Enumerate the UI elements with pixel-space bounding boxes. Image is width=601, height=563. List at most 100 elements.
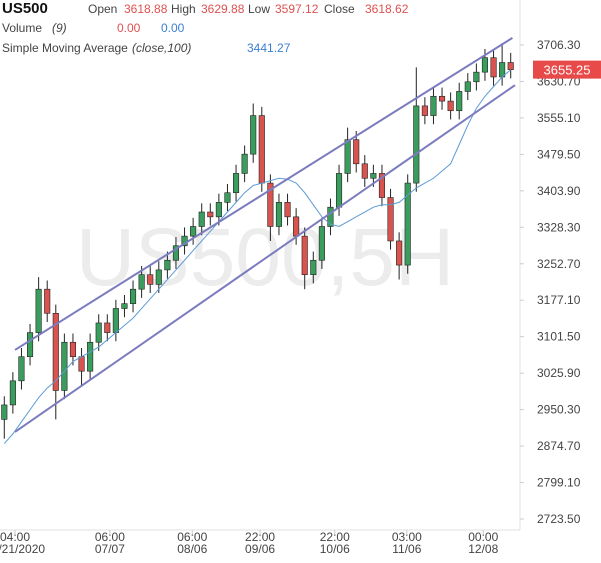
plot	[1, 37, 516, 444]
x-tick-label: 06:00	[95, 530, 125, 544]
param: (close,100)	[132, 41, 191, 55]
label: High	[171, 2, 196, 16]
label: Volume	[2, 21, 42, 35]
candle-body	[241, 153, 248, 174]
candle-body	[69, 341, 77, 358]
x-tick-date: 05/21/2020	[0, 542, 45, 556]
candle-body	[1, 404, 8, 420]
candle-body	[361, 163, 368, 179]
x-tick-label: 03:00	[392, 530, 422, 544]
y-tick-label: 2950.30	[537, 403, 581, 417]
candle-body	[207, 211, 214, 218]
value: 3629.88	[201, 2, 245, 16]
y-tick-label: 3177.10	[537, 293, 581, 307]
candle-body	[232, 173, 240, 194]
candle-body	[104, 322, 111, 333]
candle-body	[430, 95, 437, 116]
candle-body	[9, 380, 16, 406]
candle-body	[396, 240, 403, 266]
candle-body	[387, 197, 394, 242]
x-tick-label: 00:00	[468, 530, 498, 544]
candle-body	[52, 313, 59, 391]
y-tick-label: 2874.70	[537, 439, 581, 453]
y-tick-label: 3403.90	[537, 184, 581, 198]
candle-body	[121, 303, 128, 309]
candle-body	[327, 206, 334, 227]
candle-body	[155, 269, 162, 285]
candle-body	[138, 274, 145, 290]
candle-body	[447, 100, 454, 112]
trend-line	[14, 84, 516, 433]
x-tick-date: 07/07	[95, 542, 125, 556]
candle-body	[353, 139, 360, 165]
candle-body	[378, 173, 386, 198]
candle-body	[267, 182, 274, 227]
candle-body	[413, 105, 420, 184]
candle-body	[335, 173, 343, 208]
candle-body	[275, 202, 283, 227]
trend-line	[14, 37, 513, 351]
candle-body	[172, 245, 180, 261]
candle-body	[293, 216, 300, 237]
candle-body	[310, 259, 317, 276]
candle-body	[464, 81, 471, 92]
candle-body	[507, 62, 514, 70]
y-tick-label: 2723.50	[537, 512, 581, 526]
x-tick-label: 04:00	[0, 530, 30, 544]
y-tick-label: 3328.30	[537, 220, 581, 234]
candle-body	[284, 202, 291, 218]
candle-body	[258, 115, 265, 184]
candle-body	[456, 91, 463, 112]
candle-body	[438, 95, 446, 102]
candle-body	[87, 341, 94, 372]
x-tick-date: 08/06	[177, 542, 207, 556]
candle-body	[190, 226, 197, 237]
candle-body	[61, 341, 68, 391]
value: 3618.88	[124, 2, 168, 16]
x-tick-date: 10/06	[320, 542, 350, 556]
label: Open	[88, 2, 117, 16]
candle-body	[147, 274, 154, 285]
label: Close	[324, 2, 355, 16]
candle-body	[224, 192, 231, 203]
last-price-tag	[533, 60, 601, 79]
candle-body	[421, 105, 428, 116]
value: 3597.12	[275, 2, 319, 16]
candle-body	[164, 259, 171, 271]
candle-body	[44, 288, 51, 314]
x-tick-label: 06:00	[177, 530, 207, 544]
candle-body	[129, 288, 137, 304]
candle-body	[404, 182, 411, 266]
symbol: US500	[2, 0, 48, 17]
candle-body	[112, 308, 119, 333]
header: US500 Open 3618.88 High 3629.88 Low 3597…	[2, 0, 409, 55]
value: 3618.62	[365, 2, 409, 16]
x-tick-date: 09/06	[245, 542, 275, 556]
candle-body	[18, 356, 25, 382]
y-tick-label: 3025.90	[537, 366, 581, 380]
candle-body	[481, 57, 489, 73]
last-price-label: 3655.25	[544, 63, 591, 78]
sma-line	[3, 69, 512, 444]
value: 3441.27	[247, 41, 291, 55]
y-tick-label: 2799.10	[537, 476, 581, 490]
candle-body	[26, 332, 34, 358]
x-tick-date: 11/06	[392, 542, 421, 556]
y-tick-label: 3555.10	[537, 111, 581, 125]
candle-body	[473, 71, 480, 83]
x-tick-date: 12/08	[468, 542, 498, 556]
y-tick-label: 3252.70	[537, 257, 581, 271]
candle-body	[344, 139, 351, 174]
candle-body	[370, 173, 377, 179]
candle-body	[490, 57, 497, 78]
candle-body	[250, 115, 257, 155]
value: 0.00	[117, 21, 141, 35]
candle-body	[198, 211, 205, 227]
x-tick-label: 22:00	[320, 530, 350, 544]
param: (9)	[52, 21, 67, 35]
x-tick-label: 22:00	[245, 530, 275, 544]
y-tick-label: 3101.50	[537, 330, 581, 344]
candle-body	[301, 235, 308, 276]
